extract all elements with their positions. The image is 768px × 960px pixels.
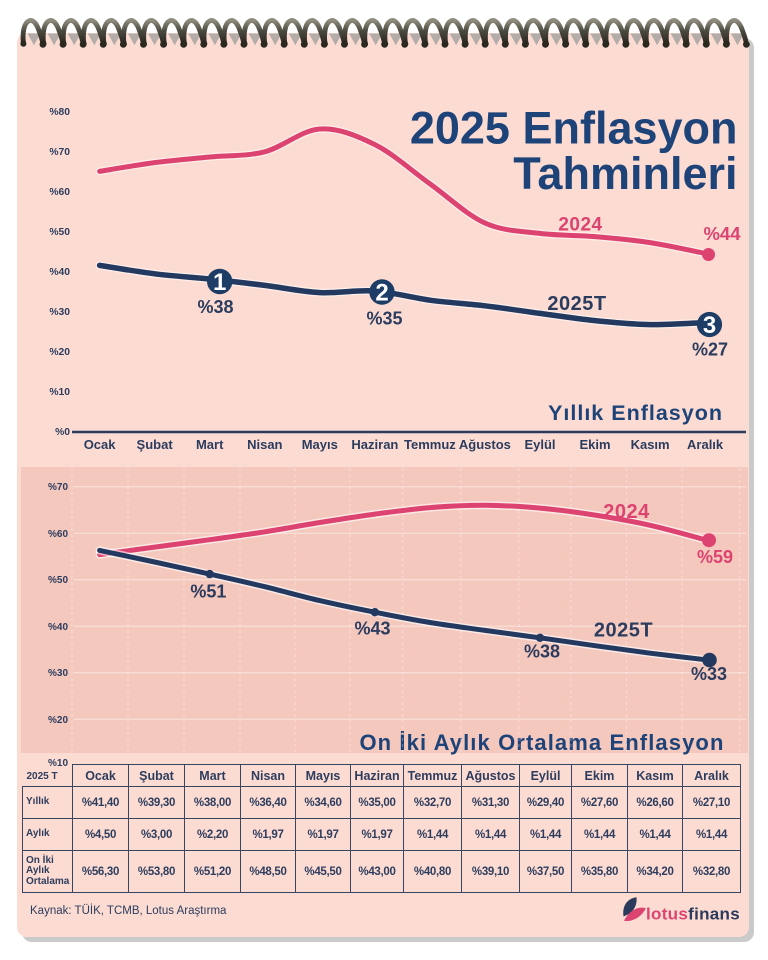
svg-text:%0: %0 bbox=[55, 427, 70, 438]
svg-text:%38: %38 bbox=[197, 297, 233, 317]
svg-text:%51: %51 bbox=[190, 582, 226, 602]
svg-text:%40: %40 bbox=[49, 267, 70, 278]
svg-text:Tahminleri: Tahminleri bbox=[513, 148, 737, 199]
svg-text:%33: %33 bbox=[691, 664, 727, 684]
svg-text:2: 2 bbox=[375, 280, 388, 307]
svg-text:%10: %10 bbox=[48, 758, 68, 769]
svg-text:3: 3 bbox=[703, 312, 716, 339]
svg-text:2025 Enflasyon: 2025 Enflasyon bbox=[410, 103, 738, 154]
svg-text:%50: %50 bbox=[49, 227, 70, 238]
svg-text:Yıllık Enflasyon: Yıllık Enflasyon bbox=[548, 401, 723, 425]
svg-text:2024: 2024 bbox=[603, 501, 650, 523]
svg-text:%20: %20 bbox=[48, 715, 68, 726]
svg-text:Mayıs: Mayıs bbox=[302, 437, 338, 452]
svg-text:Nisan: Nisan bbox=[247, 437, 282, 452]
svg-text:2025T: 2025T bbox=[594, 620, 653, 642]
svg-text:2024: 2024 bbox=[558, 215, 602, 236]
svg-text:%27: %27 bbox=[692, 340, 728, 360]
svg-text:1: 1 bbox=[213, 269, 226, 296]
svg-text:%59: %59 bbox=[697, 547, 733, 567]
svg-text:2025T: 2025T bbox=[547, 293, 606, 315]
svg-text:Haziran: Haziran bbox=[351, 437, 398, 452]
svg-text:Şubat: Şubat bbox=[137, 437, 174, 452]
svg-text:%43: %43 bbox=[354, 619, 390, 639]
svg-text:On İki Aylık Ortalama Enflasyo: On İki Aylık Ortalama Enflasyon bbox=[359, 730, 724, 755]
svg-text:%44: %44 bbox=[703, 223, 741, 244]
svg-text:Eylül: Eylül bbox=[524, 437, 555, 452]
svg-text:Ekim: Ekim bbox=[579, 437, 610, 452]
svg-text:%70: %70 bbox=[48, 482, 68, 493]
svg-text:%30: %30 bbox=[49, 307, 70, 318]
svg-text:%38: %38 bbox=[524, 642, 560, 662]
svg-text:%50: %50 bbox=[48, 575, 68, 586]
svg-text:%20: %20 bbox=[49, 347, 70, 358]
svg-text:%10: %10 bbox=[49, 387, 70, 398]
svg-text:%40: %40 bbox=[48, 622, 68, 633]
svg-text:Ocak: Ocak bbox=[84, 437, 117, 452]
svg-text:%70: %70 bbox=[49, 147, 70, 158]
svg-text:Aralık: Aralık bbox=[687, 437, 724, 452]
svg-text:%35: %35 bbox=[366, 309, 402, 329]
svg-text:Ağustos: Ağustos bbox=[459, 437, 511, 452]
svg-text:Temmuz: Temmuz bbox=[404, 437, 456, 452]
svg-text:Kasım: Kasım bbox=[631, 437, 670, 452]
svg-text:Kaynak: TÜİK, TCMB, Lotus Araş: Kaynak: TÜİK, TCMB, Lotus Araştırma bbox=[30, 904, 227, 917]
svg-text:Mart: Mart bbox=[196, 437, 224, 452]
svg-text:%80: %80 bbox=[49, 107, 70, 118]
svg-text:lotusfinans: lotusfinans bbox=[646, 905, 740, 924]
svg-text:%30: %30 bbox=[48, 668, 68, 679]
svg-text:%60: %60 bbox=[48, 529, 68, 540]
svg-text:%60: %60 bbox=[49, 187, 70, 198]
